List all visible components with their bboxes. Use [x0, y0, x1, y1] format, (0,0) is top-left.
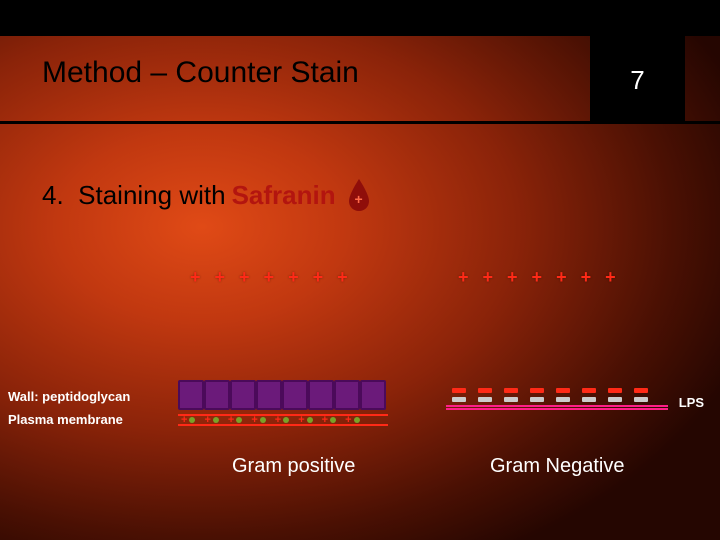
gn-lps-segment — [556, 388, 570, 393]
plus-icon: + — [239, 268, 250, 286]
lipid-dot-icon — [283, 417, 289, 423]
plus-icon: + — [275, 415, 281, 426]
gn-lps-segment — [530, 388, 544, 393]
plus-icon: + — [605, 268, 616, 286]
gn-membrane-line — [446, 408, 668, 410]
gn-wall-segment — [478, 397, 492, 402]
gp-brick — [282, 380, 308, 410]
plus-icon: + — [581, 268, 592, 286]
stain-name: Safranin — [232, 180, 336, 211]
plus-icon: + — [458, 268, 469, 286]
plus-icon: + — [264, 268, 275, 286]
gp-lipid-unit: + — [322, 415, 336, 426]
plus-icon: + — [322, 415, 328, 426]
plus-icon: + — [298, 415, 304, 426]
gp-lipid-unit: + — [298, 415, 312, 426]
wall-label: Wall: peptidoglycan — [8, 385, 130, 408]
gp-brick — [308, 380, 334, 410]
plus-icon: + — [483, 268, 494, 286]
lipid-dot-icon — [260, 417, 266, 423]
lipid-dot-icon — [307, 417, 313, 423]
gn-lps-segment — [452, 388, 466, 393]
lipid-dot-icon — [330, 417, 336, 423]
gn-wall-segment — [530, 397, 544, 402]
gn-wall-segment — [634, 397, 648, 402]
gp-brick — [334, 380, 360, 410]
plus-icon: + — [556, 268, 567, 286]
plus-icon: + — [215, 268, 226, 286]
top-black-strip — [0, 0, 720, 36]
lps-label: LPS — [679, 395, 704, 410]
gn-wall-segment — [608, 397, 622, 402]
lipid-dot-icon — [354, 417, 360, 423]
plus-icon: + — [507, 268, 518, 286]
plus-icon: + — [313, 268, 324, 286]
gn-membrane-line — [446, 405, 668, 407]
plus-icon: + — [251, 415, 257, 426]
drop-icon: + — [346, 178, 372, 212]
gp-peptidoglycan-wall — [178, 380, 388, 410]
drop-plus: + — [346, 191, 372, 207]
side-labels: Wall: peptidoglycan Plasma membrane — [8, 385, 130, 432]
gp-lipid-unit: + — [275, 415, 289, 426]
gp-brick — [178, 380, 204, 410]
page-number: 7 — [630, 65, 644, 96]
safranin-ions-left: + + + + + + + — [190, 268, 348, 286]
membrane-label: Plasma membrane — [8, 408, 130, 431]
gram-positive-diagram: + + + + + + + + — [178, 380, 388, 428]
plus-icon: + — [181, 415, 187, 426]
gn-lps-segment — [582, 388, 596, 393]
page-number-box: 7 — [590, 36, 685, 124]
gram-positive-label: Gram positive — [232, 455, 355, 478]
gp-lipid-unit: + — [204, 415, 218, 426]
lipid-dot-icon — [189, 417, 195, 423]
gp-brick — [256, 380, 282, 410]
gn-lps-segment — [608, 388, 622, 393]
gn-lps-segment — [478, 388, 492, 393]
page-title: Method – Counter Stain — [42, 56, 359, 90]
plus-icon: + — [345, 415, 351, 426]
step-heading: 4. Staining with Safranin + — [42, 178, 372, 212]
plus-icon: + — [337, 268, 348, 286]
gp-lipid-unit: + — [228, 415, 242, 426]
gram-negative-label: Gram Negative — [490, 455, 625, 478]
gp-brick — [204, 380, 230, 410]
plus-icon: + — [190, 268, 201, 286]
gp-plasma-membrane: + + + + + + + + — [178, 412, 388, 428]
plus-icon: + — [204, 415, 210, 426]
gram-negative-diagram — [446, 388, 668, 411]
gn-wall-segment — [504, 397, 518, 402]
gn-lps-segment — [504, 388, 518, 393]
step-text: Staining with — [78, 180, 225, 211]
gp-membrane-lipids: + + + + + + + + — [178, 415, 388, 425]
gn-lps-layer — [446, 388, 668, 393]
lipid-dot-icon — [236, 417, 242, 423]
gp-lipid-unit: + — [181, 415, 195, 426]
lipid-dot-icon — [213, 417, 219, 423]
gn-wall-segment — [582, 397, 596, 402]
gn-lps-segment — [634, 388, 648, 393]
gn-wall-segment — [452, 397, 466, 402]
gn-plasma-membrane — [446, 405, 668, 411]
gp-brick — [230, 380, 256, 410]
plus-icon: + — [532, 268, 543, 286]
safranin-ions-right: + + + + + + + — [458, 268, 616, 286]
gn-thin-wall — [446, 397, 668, 402]
gp-lipid-unit: + — [345, 415, 359, 426]
gp-lipid-unit: + — [251, 415, 265, 426]
gp-brick — [360, 380, 386, 410]
plus-icon: + — [228, 415, 234, 426]
step-number: 4. — [42, 180, 64, 211]
plus-icon: + — [288, 268, 299, 286]
gn-wall-segment — [556, 397, 570, 402]
